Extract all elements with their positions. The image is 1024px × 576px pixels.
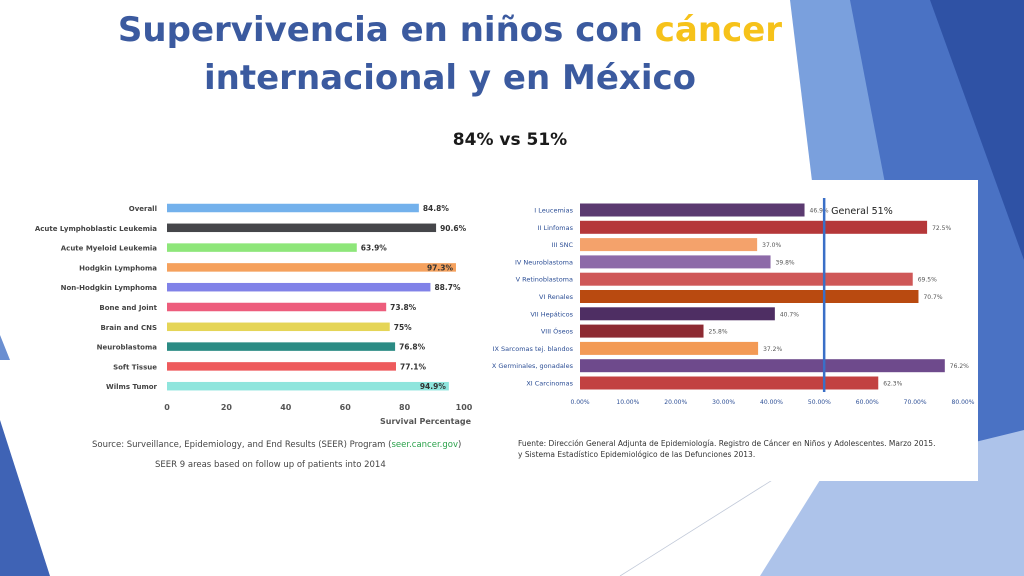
reference-line-label: General 51% — [831, 206, 893, 217]
right-source-line2: y Sistema Estadístico Epidemiológico de … — [518, 450, 756, 459]
x-tick-label: 40.00% — [760, 399, 783, 406]
survival-comparison: 84% vs 51% — [452, 130, 568, 150]
bar — [167, 342, 396, 351]
category-label: Hodgkin Lymphoma — [79, 264, 157, 272]
deco-right-dark — [930, 0, 1024, 260]
bar-value-label: 46.9% — [810, 208, 829, 215]
category-label: Non-Hodgkin Lymphoma — [61, 284, 158, 292]
category-label: V Retinoblastoma — [516, 276, 573, 284]
category-label: Soft Tissue — [113, 363, 157, 371]
bar — [580, 290, 919, 303]
bar-value-label: 76.2% — [950, 363, 969, 370]
bar — [167, 282, 431, 292]
x-tick-label: 20 — [221, 403, 233, 412]
bar-value-label: 94.9% — [420, 382, 447, 391]
title-part1: Supervivencia en niños con — [117, 10, 655, 50]
bar — [580, 203, 805, 217]
seer-link[interactable]: seer.cancer.gov — [391, 440, 459, 450]
category-label: Brain and CNS — [100, 324, 157, 332]
bar — [580, 359, 945, 373]
bar-value-label: 77.1% — [400, 362, 427, 371]
bar-value-label: 73.8% — [390, 303, 417, 312]
category-label: IV Neuroblastoma — [515, 258, 573, 266]
bar-value-label: 62.3% — [883, 381, 902, 388]
bar-value-label: 70.7% — [923, 294, 942, 301]
left-source-note: SEER 9 areas based on follow up of patie… — [155, 460, 386, 470]
bar-value-label: 75% — [394, 323, 412, 332]
right-source-line1: Fuente: Dirección General Adjunta de Epi… — [518, 439, 936, 448]
bar — [167, 203, 419, 213]
bar-value-label: 37.2% — [763, 346, 782, 353]
bar — [167, 302, 387, 312]
category-label: VI Renales — [539, 293, 574, 301]
bar — [580, 238, 758, 252]
bar-value-label: 25.8% — [709, 329, 728, 336]
category-label: Neuroblastoma — [97, 344, 158, 352]
bar — [580, 272, 913, 286]
bar — [580, 341, 759, 355]
left-source-prefix: Source: Surveillance, Epidemiology, and … — [92, 440, 392, 450]
left-source: Source: Surveillance, Epidemiology, and … — [92, 440, 461, 450]
bar — [167, 223, 437, 233]
bar — [580, 255, 771, 269]
bar — [167, 243, 357, 252]
category-label: III SNC — [552, 241, 574, 249]
category-label: II Linfomas — [538, 224, 574, 232]
x-tick-label: 50.00% — [808, 399, 831, 406]
category-label: Acute Myeloid Leukemia — [61, 245, 158, 253]
bar-value-label: 39.8% — [776, 259, 795, 266]
bar-value-label: 88.7% — [434, 283, 461, 292]
deco-left-bottom — [0, 420, 50, 576]
bar-value-label: 63.9% — [361, 244, 388, 253]
seer-survival-chart: 0 20 40 60 80 100 Survival Percentage Overall 84… — [35, 203, 473, 426]
title-part2: internacional y en México — [204, 58, 696, 98]
x-tick-label: 60.00% — [856, 399, 879, 406]
category-label: Overall — [129, 205, 157, 213]
x-tick-label: 60 — [340, 403, 352, 412]
title-highlight: cáncer — [654, 10, 783, 50]
category-label: Wilms Tumor — [106, 383, 158, 391]
bar-value-label: 72.5% — [932, 225, 951, 232]
bar-value-label: 37.0% — [762, 242, 781, 249]
category-label: X Germinales, gonadales — [492, 362, 574, 370]
category-label: Acute Lymphoblastic Leukemia — [35, 225, 157, 233]
x-tick-label: 0.00% — [570, 399, 589, 406]
x-tick-label: 40 — [280, 403, 292, 412]
category-label: XI Carcinomas — [526, 380, 573, 388]
x-tick-label: 0 — [164, 403, 170, 412]
bar-value-label: 69.5% — [918, 277, 937, 284]
x-tick-label: 20.00% — [664, 399, 687, 406]
category-label: IX Sarcomas tej. blandos — [493, 345, 574, 353]
deco-left-mid — [0, 335, 10, 360]
bar — [167, 362, 396, 371]
left-source-suffix: ) — [458, 440, 462, 450]
mexico-chart-panel: 0.00% 10.00% 20.00% 30.00% 40.00% 50.00% 60.00… — [480, 180, 978, 481]
right-source: Fuente: Dirección General Adjunta de Epi… — [518, 438, 935, 460]
bar-value-label: 40.7% — [780, 311, 799, 318]
category-label: I Leucemias — [534, 207, 573, 215]
bar — [580, 376, 879, 390]
bar-value-label: 76.8% — [399, 343, 426, 352]
mexico-survival-chart: 0.00% 10.00% 20.00% 30.00% 40.00% 50.00% 60.00… — [492, 198, 975, 406]
bar-value-label: 90.6% — [440, 224, 467, 233]
slide-title: Supervivencia en niños con cáncer interna… — [70, 6, 830, 102]
category-label: VII Hepáticos — [530, 310, 573, 318]
bar — [167, 322, 390, 332]
x-tick-label: 80 — [399, 403, 411, 412]
x-tick-label: 70.00% — [904, 399, 927, 406]
bar — [580, 324, 704, 338]
category-label: Bone and Joint — [99, 304, 157, 312]
x-tick-label: 30.00% — [712, 399, 735, 406]
bar-value-label: 84.8% — [423, 204, 450, 213]
x-axis-label: Survival Percentage — [380, 417, 472, 426]
x-tick-label: 10.00% — [616, 399, 639, 406]
bar — [167, 381, 449, 391]
x-tick-label: 100 — [456, 403, 473, 412]
x-tick-label: 80.00% — [952, 399, 975, 406]
bar — [580, 307, 775, 321]
bar — [167, 263, 456, 272]
bar — [580, 220, 928, 234]
category-label: VIII Óseos — [541, 327, 574, 336]
bar-value-label: 97.3% — [427, 263, 454, 272]
